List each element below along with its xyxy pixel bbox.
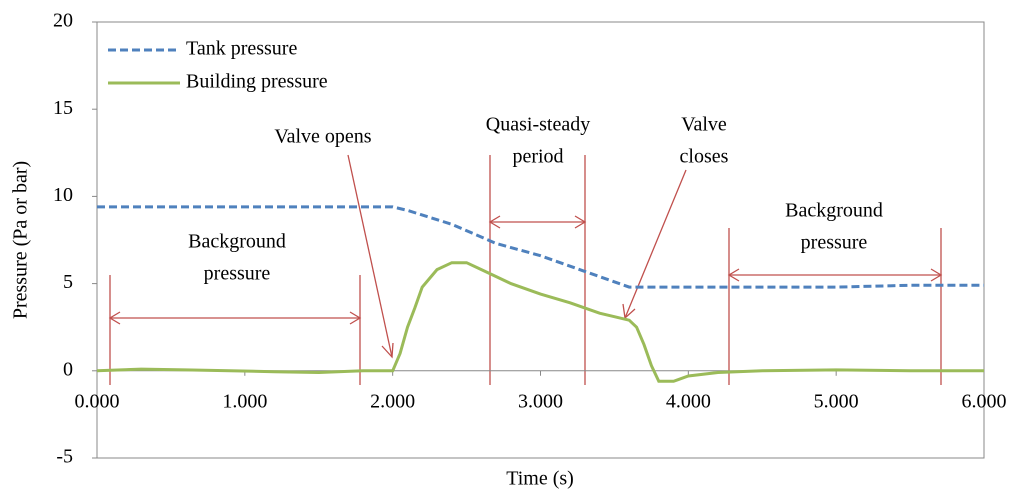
- annotation-markers: [108, 154, 943, 385]
- y-tick-label: 10: [53, 184, 73, 206]
- annotation: closes: [680, 146, 729, 168]
- x-tick-label: 6.000: [962, 390, 1007, 412]
- x-tick-label: 3.000: [518, 390, 563, 412]
- annotation: pressure: [801, 232, 868, 254]
- y-tick-label: 5: [63, 271, 73, 293]
- annotation: Valve opens: [274, 126, 371, 148]
- y-axis-label: Pressure (Pa or bar): [10, 161, 32, 319]
- annotation: Background: [785, 200, 883, 222]
- annotation: Valve: [681, 114, 727, 136]
- y-tick-label: 20: [53, 10, 73, 32]
- y-tick-label: -5: [56, 446, 73, 468]
- annotation: Quasi-steady: [486, 114, 590, 136]
- annotation: Background: [188, 231, 286, 253]
- x-tick-label: 2.000: [370, 390, 415, 412]
- x-tick-label: 0.000: [75, 390, 120, 412]
- series-line: [97, 205, 984, 289]
- x-tick-label: 5.000: [814, 390, 859, 412]
- legend-label: Building pressure: [186, 71, 328, 93]
- plot-frame: [96, 21, 985, 459]
- x-tick-label: 1.000: [222, 390, 267, 412]
- x-tick-label: 4.000: [666, 390, 711, 412]
- y-tick-label: 0: [63, 358, 73, 380]
- series-line: [96, 261, 984, 383]
- legend-label: Tank pressure: [186, 38, 297, 60]
- annotation: period: [512, 146, 563, 168]
- annotation: pressure: [204, 263, 271, 285]
- y-tick-label: 15: [53, 97, 73, 119]
- x-axis-label: Time (s): [506, 468, 574, 490]
